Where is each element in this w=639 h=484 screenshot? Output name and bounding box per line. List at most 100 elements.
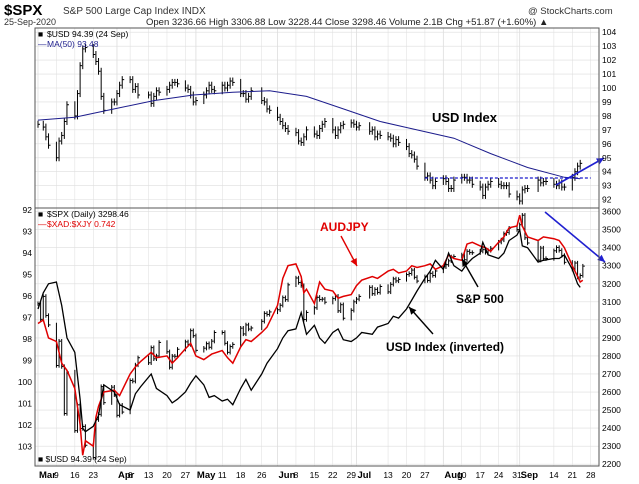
chart-instrument-name: S&P 500 Large Cap Index INDX [63,6,206,17]
usd-price-bar [266,98,269,113]
usd-price-bar [508,182,512,198]
y-tick-label-top: 98 [602,111,612,121]
spx-price-bar [448,258,451,267]
usd-price-bar [498,178,501,188]
legend-bottom-swatch: ■ [38,209,43,219]
usd-price-bar [392,134,396,148]
usd-price-bar [261,87,264,105]
usd-price-bar [45,123,48,141]
y-tick-label-top: 94 [602,167,612,177]
spx-price-bar [40,301,43,322]
y-tick-label-bottom: 2500 [602,405,621,415]
spx-price-bar [74,369,77,433]
usd-price-bar [203,91,206,105]
spx-price-bar [303,283,306,322]
usd-price-bar [224,81,227,92]
y-tick-label-bottom: 3300 [602,261,621,271]
y-tick-label-bottom: 3200 [602,279,621,289]
usd-price-bar [137,83,141,99]
x-tick-label: 20 [402,470,412,480]
spx-price-bar [148,355,151,365]
x-tick-label: 11 [218,470,227,480]
spx-price-bar [350,308,354,321]
y-tick-label-left-inverted: 98 [23,334,33,344]
spx-price-bar [398,277,401,284]
usd-price-bar [519,193,522,205]
usd-price-bar [119,81,122,98]
usd-price-bar [76,90,80,120]
x-tick-label: 6 [128,470,133,480]
usd-inverted-line [37,227,581,433]
usd-price-bar [79,62,83,98]
usd-price-bar [427,172,430,181]
legend-bottom-usd-label: ■ $USD 94.39 (24 Sep) [38,454,127,464]
usd-price-bar [374,126,377,141]
spx-price-bar [245,322,248,337]
spx-price-bar [153,345,156,361]
spx-price-bar [427,274,430,283]
y-tick-label-top: 104 [602,27,616,37]
usd-price-bar [82,45,85,70]
usd-price-bar [553,178,556,188]
x-tick-label: Apr [118,470,135,481]
y-tick-label-bottom: 3400 [602,243,621,253]
spx-price-bar [371,285,375,296]
usd-price-bar [132,76,135,93]
x-tick-label: Sep [521,470,539,481]
usd-price-bar [184,80,188,92]
y-tick-label-bottom: 2700 [602,369,621,379]
usd-price-bar [432,176,435,190]
usd-price-bar [92,44,96,58]
spx-price-bar [277,307,280,315]
spx-price-bar [224,330,227,346]
spx-price-bar [313,305,317,315]
usd-price-bar [353,119,356,128]
spx-price-bar [324,296,327,305]
spx-price-bar [432,271,435,278]
spx-price-bar [540,245,543,263]
usd-price-bar [116,90,119,106]
spx-price-bar [358,294,362,302]
x-tick-label: Jun [279,470,296,481]
usd-price-bar [506,182,509,190]
usd-price-bar [287,124,291,135]
usd-price-bar [58,137,62,162]
spx-price-bar [355,296,359,304]
usd-index-annotation: USD Index [432,110,498,125]
x-tick-label: 13 [144,470,154,480]
usd-price-bar [66,101,69,125]
usd-price-bar [350,119,354,128]
x-tick-label: 10 [457,470,467,480]
usd-price-bar [487,180,491,191]
chart-date: 25-Sep-2020 [4,17,57,27]
spx-price-bar [84,424,88,448]
spx-price-bar [166,340,169,354]
usd-price-bar [379,130,383,139]
spx-price-bar [48,313,51,328]
top-panel-frame [34,27,600,209]
usd-price-bar [155,87,159,100]
usd-price-bar [303,133,306,146]
usd-price-bar [48,133,51,149]
spx-price-bar [150,345,154,365]
legend-bottom-label: $SPX (Daily) 3298.46 [47,209,129,219]
usd-price-bar [545,178,548,185]
y-tick-label-bottom: 2300 [602,441,621,451]
usd-price-bar [337,126,341,139]
usd-price-bar [98,58,101,75]
usd-price-bar [213,85,217,95]
legend-bottom-swatch: — [38,219,47,229]
spx-price-bar [192,328,196,338]
spx-price-bar [205,341,209,351]
spx-price-bar [242,325,246,337]
spx-price-bar [298,275,301,285]
x-tick-label: 27 [420,470,430,480]
spx-price-bar [471,250,475,255]
spx-price-bar [390,282,393,295]
usd-price-bar [169,81,172,93]
usd-price-bar [516,190,520,201]
spx-price-bar [158,340,162,359]
y-tick-label-bottom: 2800 [602,351,621,361]
usd-price-bar [479,180,483,191]
spx-price-bar [377,287,380,295]
